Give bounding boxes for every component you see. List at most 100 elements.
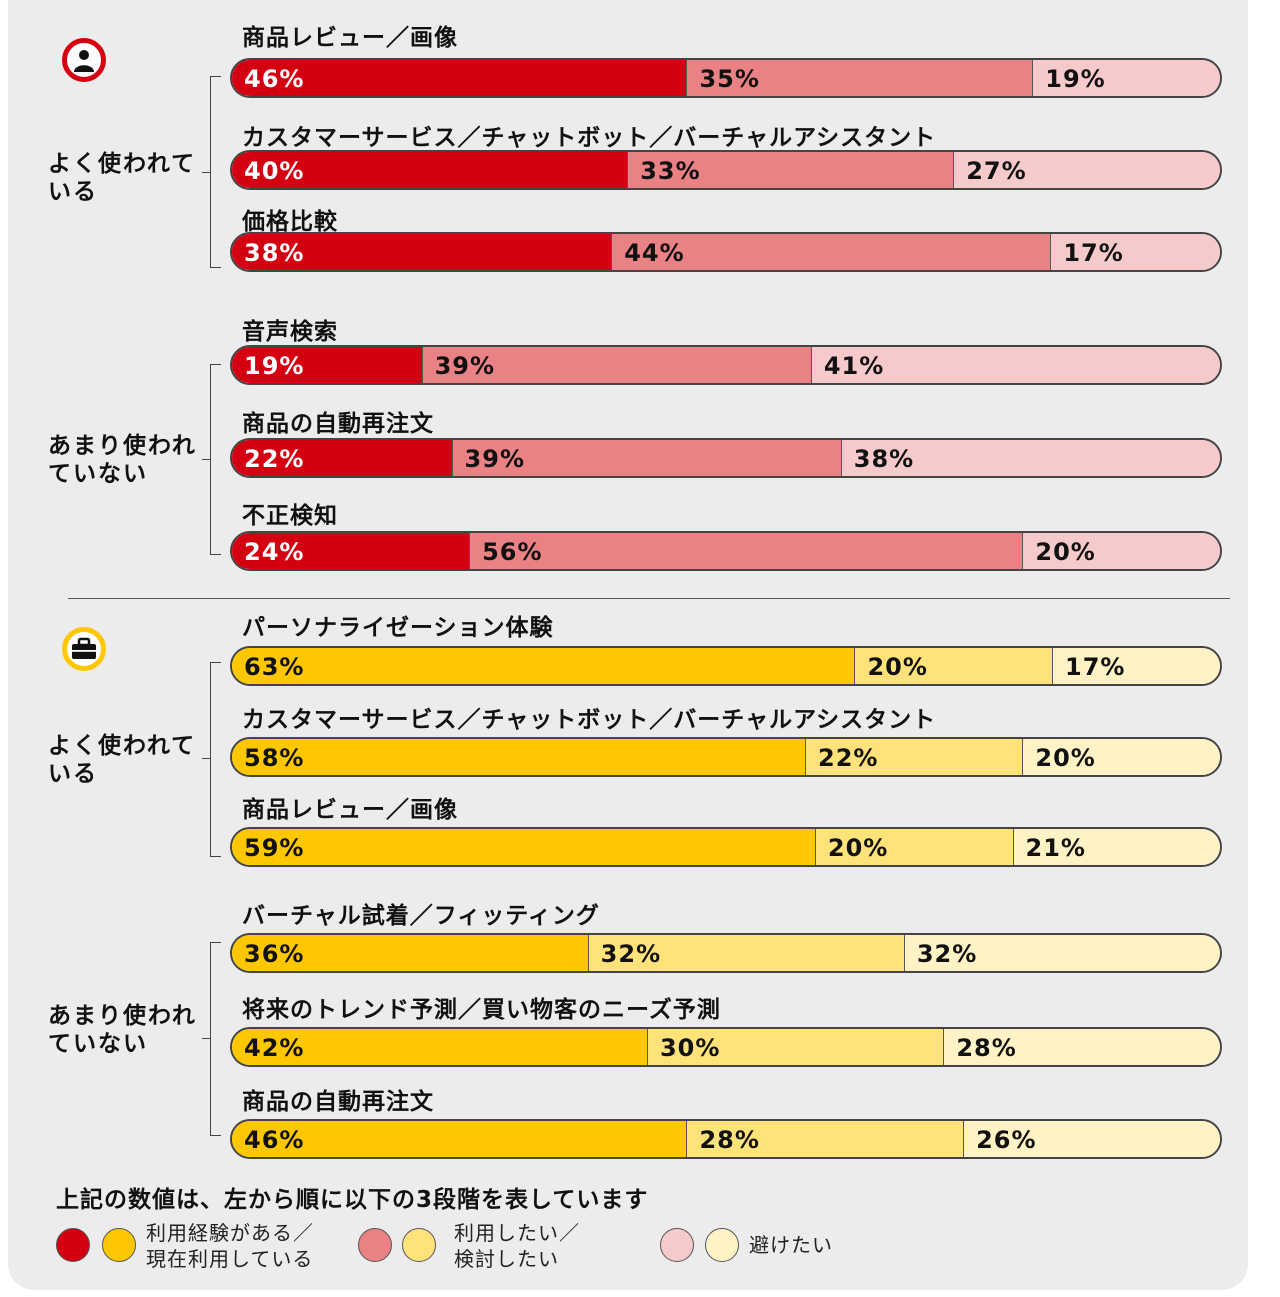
bar-segment: 28% bbox=[943, 1029, 1220, 1065]
group-label: あまり使われていない bbox=[48, 1003, 197, 1057]
bar-segment: 35% bbox=[686, 60, 1033, 96]
row-label: パーソナライゼーション体験 bbox=[242, 615, 554, 641]
chart-card: よく使われている あまり使われていない 商品レビュー／画像 46% 35% 19% カス… bbox=[8, 0, 1248, 1290]
bar-segment: 28% bbox=[686, 1121, 964, 1157]
briefcase-icon bbox=[62, 627, 106, 671]
data-label: 19% bbox=[1045, 65, 1106, 93]
legend-swatch bbox=[56, 1228, 90, 1262]
data-label: 19% bbox=[244, 352, 305, 380]
bar-segment: 42% bbox=[232, 1029, 647, 1065]
data-label: 20% bbox=[827, 834, 889, 862]
stacked-bar: 22% 39% 38% bbox=[230, 438, 1222, 478]
stacked-bar: 24% 56% 20% bbox=[230, 531, 1222, 571]
legend-swatch bbox=[358, 1228, 392, 1262]
row-label: カスタマーサービス／チャットボット／バーチャルアシスタント bbox=[242, 125, 937, 151]
bar-segment: 40% bbox=[232, 152, 628, 188]
bar-segment: 38% bbox=[840, 440, 1220, 476]
data-label: 39% bbox=[434, 352, 496, 380]
bar-segment: 44% bbox=[611, 234, 1051, 270]
data-label: 35% bbox=[699, 65, 760, 93]
data-label: 40% bbox=[244, 157, 305, 185]
data-label: 21% bbox=[1025, 834, 1086, 862]
legend-title: 上記の数値は、左から順に以下の3段階を表しています bbox=[56, 1187, 649, 1213]
bar-segment: 56% bbox=[469, 533, 1023, 569]
row-label: カスタマーサービス／チャットボット／バーチャルアシスタント bbox=[242, 707, 937, 733]
row-label: 不正検知 bbox=[242, 503, 338, 529]
bracket-tick bbox=[202, 459, 210, 460]
bar-segment: 27% bbox=[953, 152, 1220, 188]
data-label: 20% bbox=[1035, 744, 1096, 772]
stacked-bar: 38% 44% 17% bbox=[230, 232, 1222, 272]
data-label: 28% bbox=[699, 1126, 760, 1154]
stacked-bar: 42% 30% 28% bbox=[230, 1027, 1222, 1067]
bar-segment: 36% bbox=[232, 935, 588, 971]
row-label: バーチャル試着／フィッティング bbox=[242, 903, 600, 929]
data-label: 41% bbox=[823, 352, 885, 380]
row-label: 商品レビュー／画像 bbox=[242, 797, 458, 823]
legend-label: 利用したい／ 検討したい bbox=[454, 1221, 580, 1271]
bar-segment: 58% bbox=[232, 739, 806, 775]
bar-segment: 20% bbox=[1022, 533, 1220, 569]
bar-segment: 32% bbox=[587, 935, 904, 971]
bar-segment: 20% bbox=[854, 648, 1053, 684]
data-label: 17% bbox=[1063, 239, 1124, 267]
group-label: よく使われている bbox=[48, 151, 197, 205]
row-label: 商品の自動再注文 bbox=[242, 1089, 434, 1115]
data-label: 36% bbox=[244, 940, 305, 968]
bracket-tick bbox=[202, 1038, 210, 1039]
data-label: 46% bbox=[244, 1126, 305, 1154]
bar-segment: 26% bbox=[963, 1121, 1220, 1157]
row-label: 将来のトレンド予測／買い物客のニーズ予測 bbox=[242, 997, 721, 1023]
bar-segment: 20% bbox=[1022, 739, 1220, 775]
group-bracket bbox=[210, 364, 221, 555]
bar-segment: 17% bbox=[1052, 648, 1220, 684]
data-label: 28% bbox=[956, 1034, 1017, 1062]
data-label: 32% bbox=[916, 940, 978, 968]
bar-segment: 30% bbox=[646, 1029, 944, 1065]
data-label: 38% bbox=[853, 445, 915, 473]
data-label: 38% bbox=[244, 239, 305, 267]
row-label: 商品レビュー／画像 bbox=[242, 25, 458, 51]
bar-segment: 24% bbox=[232, 533, 470, 569]
data-label: 58% bbox=[244, 744, 305, 772]
person-icon bbox=[62, 38, 106, 82]
data-label: 26% bbox=[976, 1126, 1037, 1154]
stacked-bar: 58% 22% 20% bbox=[230, 737, 1222, 777]
row-label: 価格比較 bbox=[242, 209, 338, 235]
data-label: 42% bbox=[244, 1034, 305, 1062]
data-label: 46% bbox=[244, 65, 305, 93]
legend-label: 避けたい bbox=[749, 1233, 833, 1257]
stacked-bar: 46% 28% 26% bbox=[230, 1119, 1222, 1159]
stacked-bar: 63% 20% 17% bbox=[230, 646, 1222, 686]
data-label: 59% bbox=[244, 834, 305, 862]
legend-swatch bbox=[705, 1228, 739, 1262]
bar-segment: 19% bbox=[232, 347, 422, 383]
stacked-bar: 59% 20% 21% bbox=[230, 827, 1222, 867]
section-divider bbox=[68, 598, 1230, 599]
bar-segment: 46% bbox=[232, 60, 687, 96]
stacked-bar: 36% 32% 32% bbox=[230, 933, 1222, 973]
bar-segment: 21% bbox=[1012, 829, 1220, 865]
data-label: 22% bbox=[818, 744, 879, 772]
group-bracket bbox=[210, 662, 221, 857]
data-label: 44% bbox=[624, 239, 685, 267]
group-bracket bbox=[210, 76, 221, 268]
data-label: 63% bbox=[244, 653, 305, 681]
bracket-tick bbox=[202, 758, 210, 759]
legend-swatch bbox=[402, 1228, 436, 1262]
data-label: 24% bbox=[244, 538, 305, 566]
stacked-bar: 46% 35% 19% bbox=[230, 58, 1222, 98]
data-label: 20% bbox=[867, 653, 928, 681]
bar-segment: 32% bbox=[903, 935, 1220, 971]
group-label: あまり使われていない bbox=[48, 433, 197, 487]
bar-segment: 46% bbox=[232, 1121, 687, 1157]
bar-segment: 39% bbox=[451, 440, 841, 476]
legend-swatch bbox=[660, 1228, 694, 1262]
data-label: 56% bbox=[482, 538, 543, 566]
bar-segment: 22% bbox=[805, 739, 1023, 775]
legend-label: 利用経験がある／ 現在利用している bbox=[146, 1221, 314, 1271]
row-label: 商品の自動再注文 bbox=[242, 411, 434, 437]
bar-segment: 63% bbox=[232, 648, 855, 684]
group-bracket bbox=[210, 942, 221, 1136]
group-label: よく使われている bbox=[48, 733, 197, 787]
